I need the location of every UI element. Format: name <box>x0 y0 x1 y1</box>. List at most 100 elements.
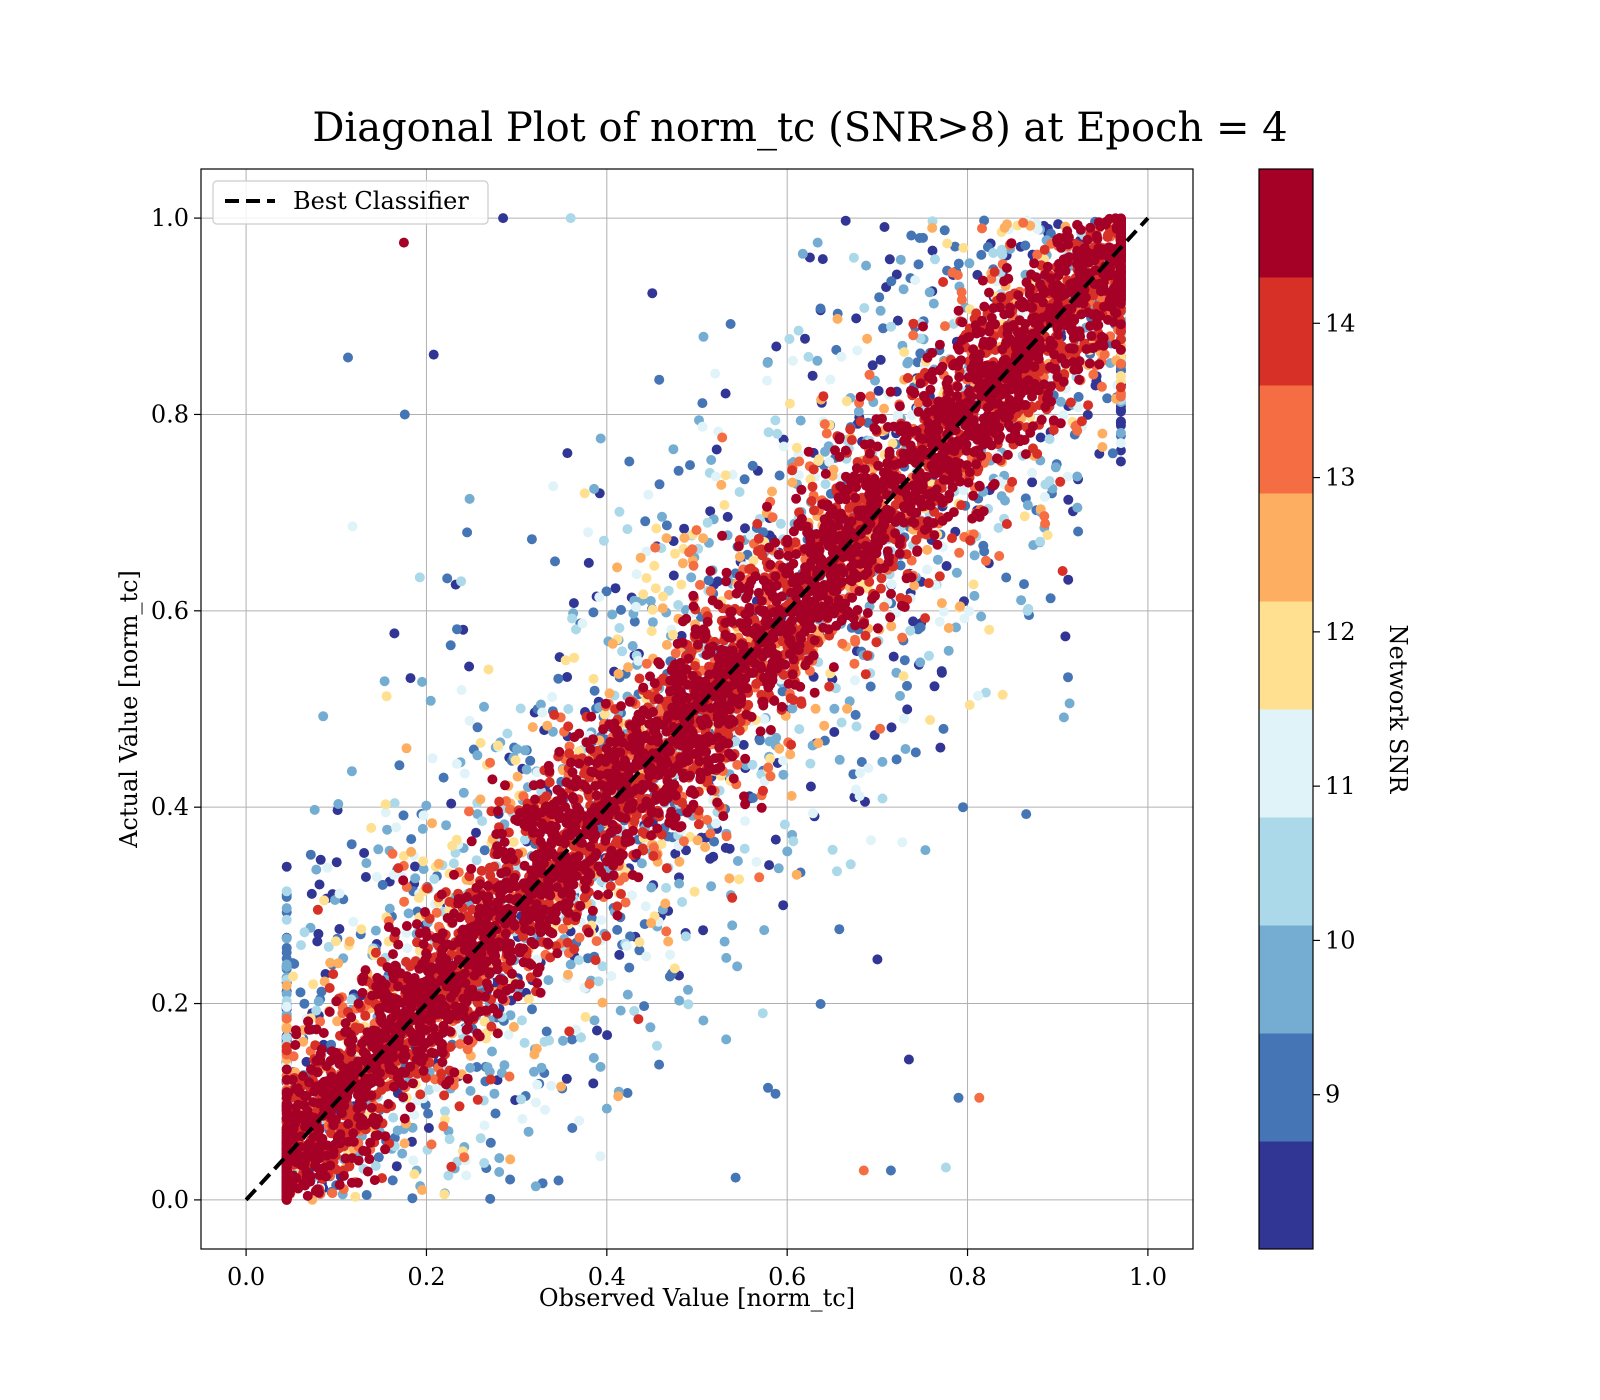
scatter-point <box>328 969 339 980</box>
scatter-point <box>805 474 816 485</box>
chart-title: Diagonal Plot of norm_tc (SNR>8) at Epoc… <box>312 105 1287 151</box>
scatter-point <box>472 1094 483 1105</box>
scatter-point <box>955 601 966 612</box>
scatter-point <box>689 886 700 897</box>
scatter-point <box>380 799 391 810</box>
scatter-point <box>389 798 400 809</box>
scatter-point <box>958 242 969 253</box>
scatter-point <box>485 1137 496 1148</box>
scatter-point <box>456 576 467 587</box>
scatter-point <box>661 863 672 874</box>
scatter-point <box>588 1052 599 1063</box>
scatter-point <box>648 851 659 861</box>
scatter-point <box>1107 448 1118 459</box>
scatter-point <box>845 859 856 870</box>
scatter-point <box>719 500 730 510</box>
scatter-point <box>485 757 496 768</box>
scatter-point <box>634 673 645 684</box>
scatter-point <box>778 900 789 911</box>
scatter-point <box>674 856 685 867</box>
scatter-point <box>281 980 292 991</box>
scatter-point <box>529 1066 539 1077</box>
scatter-point <box>763 1082 773 1093</box>
scatter-point <box>380 807 391 818</box>
scatter-point <box>316 986 327 997</box>
scatter-point <box>582 953 593 964</box>
scatter-point <box>544 777 555 788</box>
scatter-point <box>791 442 802 453</box>
scatter-point <box>899 655 910 666</box>
scatter-point <box>791 869 802 880</box>
scatter-point <box>965 535 976 546</box>
scatter-point <box>619 872 630 883</box>
scatter-point <box>871 637 882 648</box>
scatter-point <box>615 1005 626 1016</box>
scatter-point <box>778 755 789 766</box>
scatter-point <box>436 1068 447 1079</box>
scatter-point <box>681 845 691 856</box>
scatter-point <box>601 586 612 597</box>
scatter-point <box>891 754 902 765</box>
scatter-point <box>597 997 608 1008</box>
scatter-point <box>906 230 917 241</box>
scatter-point <box>485 1193 496 1204</box>
scatter-point <box>647 617 658 628</box>
scatter-point <box>1115 420 1126 431</box>
scatter-point <box>956 287 967 298</box>
scatter-point <box>673 465 684 476</box>
scatter-point <box>891 269 902 280</box>
scatter-point <box>281 861 292 872</box>
scatter-point <box>738 739 749 750</box>
scatter-point <box>471 855 482 866</box>
scatter-point <box>865 391 876 402</box>
scatter-point <box>668 629 678 640</box>
scatter-point <box>1115 406 1126 417</box>
scatter-point <box>629 1006 640 1016</box>
scatter-point <box>613 668 624 679</box>
scatter-point <box>964 700 975 710</box>
scatter-point <box>281 1013 292 1024</box>
scatter-point <box>414 572 425 583</box>
scatter-point <box>459 1152 470 1163</box>
scatter-point <box>624 962 635 973</box>
scatter-point <box>862 650 873 661</box>
scatter-point <box>695 579 705 590</box>
scatter-point <box>1063 494 1074 505</box>
scatter-point <box>505 1154 516 1165</box>
scatter-point <box>664 971 675 982</box>
scatter-point <box>344 936 355 947</box>
scatter-point <box>588 1078 599 1089</box>
scatter-point <box>360 1010 371 1021</box>
scatter-point <box>589 685 600 696</box>
scatter-point <box>641 951 652 962</box>
scatter-point <box>785 693 796 704</box>
scatter-point <box>504 804 515 815</box>
scatter-point <box>879 403 889 414</box>
scatter-point <box>763 762 774 773</box>
scatter-point <box>892 315 903 326</box>
scatter-point <box>1001 519 1012 529</box>
scatter-point <box>622 989 633 1000</box>
scatter-point <box>529 1049 540 1060</box>
scatter-point <box>379 676 390 687</box>
scatter-point <box>512 744 523 755</box>
scatter-point <box>1035 536 1046 547</box>
scatter-point <box>406 846 417 857</box>
plot-area: 0.0 0.2 0.4 0.6 0.8 1.0 0.00.20.40.60.81.0 <box>151 168 1194 1291</box>
scatter-point <box>574 1115 585 1126</box>
scatter-point <box>661 533 672 544</box>
scatter-point <box>820 446 830 457</box>
scatter-point <box>1039 492 1050 502</box>
scatter-point <box>588 607 599 618</box>
scatter-point <box>943 623 954 633</box>
scatter-point <box>956 294 967 305</box>
scatter-point <box>938 277 949 287</box>
scatter-point <box>556 1081 567 1092</box>
scatter-point <box>710 368 721 379</box>
scatter-point <box>1058 410 1069 421</box>
scatter-point <box>465 1085 476 1096</box>
scatter-point <box>593 976 604 987</box>
scatter-point <box>898 671 909 682</box>
scatter-points <box>281 213 1126 1205</box>
scatter-point <box>818 391 829 402</box>
